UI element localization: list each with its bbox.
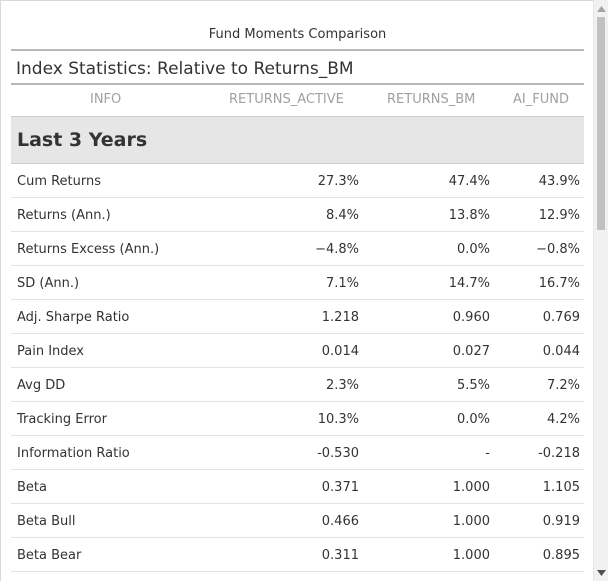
- column-header-returns-active: RETURNS_ACTIVE: [229, 92, 344, 107]
- returns-bm-value: -: [485, 446, 490, 461]
- ai-fund-value: 16.7%: [538, 276, 580, 291]
- table-row: Pain Index 0.014 0.027 0.044: [11, 334, 584, 368]
- returns-active-value: 0.014: [321, 344, 359, 359]
- row-label: Avg DD: [17, 378, 66, 393]
- column-header-info: INFO: [90, 92, 122, 107]
- table-row: Returns (Ann.) 8.4% 13.8% 12.9%: [11, 198, 584, 232]
- returns-bm-value: 1.000: [452, 548, 490, 563]
- returns-bm-value: 13.8%: [448, 208, 490, 223]
- returns-active-value: 8.4%: [325, 208, 359, 223]
- returns-bm-value: 47.4%: [448, 174, 490, 189]
- header-divider: [11, 116, 584, 117]
- returns-bm-value: 1.000: [452, 514, 490, 529]
- returns-active-value: 10.3%: [317, 412, 359, 427]
- table-row: Beta Bear 0.311 1.000 0.895: [11, 538, 584, 572]
- vertical-scrollbar[interactable]: [593, 0, 608, 581]
- row-label: Information Ratio: [17, 446, 130, 461]
- row-label: Beta Bear: [17, 548, 82, 563]
- returns-active-value: -0.530: [317, 446, 359, 461]
- returns-active-value: −4.8%: [315, 242, 359, 257]
- section-label: Last 3 Years: [17, 129, 148, 151]
- table-row: Returns Excess (Ann.) −4.8% 0.0% −0.8%: [11, 232, 584, 266]
- row-label: SD (Ann.): [17, 276, 80, 291]
- section-header: Last 3 Years: [11, 117, 584, 164]
- returns-bm-value: 14.7%: [448, 276, 490, 291]
- row-label: Cum Returns: [17, 174, 102, 189]
- statistics-table: Cum Returns 27.3% 47.4% 43.9% Returns (Ann.)…: [11, 164, 584, 581]
- scroll-down-arrow-icon[interactable]: [594, 564, 608, 581]
- returns-bm-value: 5.5%: [456, 378, 490, 393]
- table-row: Tracking Error 10.3% 0.0% 4.2%: [11, 402, 584, 436]
- table-row: Information Ratio -0.530 - -0.218: [11, 436, 584, 470]
- report-title: Fund Moments Comparison: [208, 27, 387, 42]
- table-row: SD (Ann.) 7.1% 14.7% 16.7%: [11, 266, 584, 300]
- returns-bm-value: 0.0%: [456, 242, 490, 257]
- ai-fund-value: -0.218: [538, 446, 580, 461]
- ai-fund-value: 7.2%: [546, 378, 580, 393]
- row-label: Pain Index: [17, 344, 84, 359]
- row-label: Beta Bull: [17, 514, 76, 529]
- title-divider: [11, 49, 584, 51]
- ai-fund-value: 0.919: [542, 514, 580, 529]
- table-subtitle: Index Statistics: Relative to Returns_BM: [16, 59, 354, 79]
- row-label: Beta: [17, 480, 47, 495]
- row-label: Tracking Error: [17, 412, 107, 427]
- ai-fund-value: 0.769: [542, 310, 580, 325]
- scrollbar-thumb[interactable]: [597, 17, 605, 230]
- returns-active-value: 7.1%: [325, 276, 359, 291]
- report-panel: Fund Moments Comparison Index Statistics…: [0, 0, 593, 581]
- ai-fund-value: 4.2%: [546, 412, 580, 427]
- column-header-ai-fund: AI_FUND: [513, 92, 569, 107]
- ai-fund-value: 0.895: [542, 548, 580, 563]
- subtitle-divider: [11, 83, 584, 85]
- returns-bm-value: 0.960: [452, 310, 490, 325]
- ai-fund-value: 43.9%: [538, 174, 580, 189]
- table-row: Cum Returns 27.3% 47.4% 43.9%: [11, 164, 584, 198]
- returns-active-value: 0.371: [321, 480, 359, 495]
- returns-bm-value: 1.000: [452, 480, 490, 495]
- returns-active-value: 2.3%: [325, 378, 359, 393]
- returns-active-value: 1.218: [321, 310, 359, 325]
- table-row: Beta Bull 0.466 1.000 0.919: [11, 504, 584, 538]
- returns-active-value: 0.466: [321, 514, 359, 529]
- row-label: Returns (Ann.): [17, 208, 111, 223]
- returns-bm-value: 0.0%: [456, 412, 490, 427]
- table-row: Adj. Sharpe Ratio 1.218 0.960 0.769: [11, 300, 584, 334]
- returns-active-value: 27.3%: [317, 174, 359, 189]
- table-row: Beta 0.371 1.000 1.105: [11, 470, 584, 504]
- returns-active-value: 0.311: [321, 548, 359, 563]
- scroll-up-arrow-icon[interactable]: [594, 0, 608, 17]
- ai-fund-value: −0.8%: [536, 242, 580, 257]
- ai-fund-value: 12.9%: [538, 208, 580, 223]
- row-label: Adj. Sharpe Ratio: [17, 310, 130, 325]
- returns-bm-value: 0.027: [452, 344, 490, 359]
- ai-fund-value: 0.044: [542, 344, 580, 359]
- column-header-returns-bm: RETURNS_BM: [387, 92, 476, 107]
- ai-fund-value: 1.105: [542, 480, 580, 495]
- table-row: Avg DD 2.3% 5.5% 7.2%: [11, 368, 584, 402]
- row-label: Returns Excess (Ann.): [17, 242, 160, 257]
